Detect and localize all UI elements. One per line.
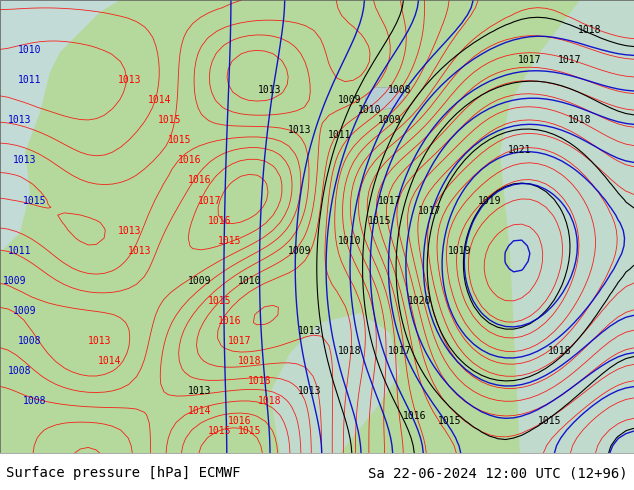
Text: 1010: 1010 bbox=[339, 236, 362, 245]
Text: 1017: 1017 bbox=[228, 336, 252, 346]
Text: 1018: 1018 bbox=[249, 376, 272, 386]
Text: 1008: 1008 bbox=[388, 85, 411, 95]
Text: 1013: 1013 bbox=[258, 85, 281, 95]
Text: 1009: 1009 bbox=[339, 95, 362, 105]
Text: 1015: 1015 bbox=[438, 416, 462, 426]
Text: 1019: 1019 bbox=[478, 196, 501, 205]
Text: 1011: 1011 bbox=[8, 245, 32, 256]
Text: 1008: 1008 bbox=[8, 366, 32, 376]
Text: 1017: 1017 bbox=[198, 196, 222, 205]
Text: 1018: 1018 bbox=[339, 346, 362, 356]
Text: 1018: 1018 bbox=[568, 115, 592, 125]
Text: 1015: 1015 bbox=[208, 296, 232, 306]
Text: 1011: 1011 bbox=[328, 130, 352, 140]
Text: 1010: 1010 bbox=[18, 45, 42, 55]
Text: 1013: 1013 bbox=[288, 125, 312, 135]
Text: 1015: 1015 bbox=[168, 135, 191, 146]
Text: 1016: 1016 bbox=[228, 416, 252, 426]
Text: 1015: 1015 bbox=[158, 115, 182, 125]
Text: 1014: 1014 bbox=[148, 95, 172, 105]
Text: 1013: 1013 bbox=[298, 386, 321, 396]
Text: 1013: 1013 bbox=[8, 115, 32, 125]
Text: 1009: 1009 bbox=[13, 306, 37, 316]
Polygon shape bbox=[500, 0, 634, 453]
Polygon shape bbox=[270, 313, 400, 453]
Text: 1013: 1013 bbox=[88, 336, 112, 346]
Text: 1010: 1010 bbox=[238, 276, 262, 286]
Text: 1021: 1021 bbox=[508, 146, 532, 155]
Text: 1017: 1017 bbox=[388, 346, 411, 356]
Text: 1015: 1015 bbox=[368, 216, 392, 225]
Text: 1013: 1013 bbox=[13, 155, 37, 166]
Text: 1013: 1013 bbox=[188, 386, 212, 396]
Text: 1008: 1008 bbox=[18, 336, 42, 346]
Text: 1018: 1018 bbox=[548, 346, 572, 356]
Polygon shape bbox=[365, 87, 405, 112]
Text: 1014: 1014 bbox=[188, 406, 212, 416]
Text: 1009: 1009 bbox=[188, 276, 212, 286]
Text: 1015: 1015 bbox=[218, 236, 242, 245]
Text: 1014: 1014 bbox=[98, 356, 122, 366]
Text: 1018: 1018 bbox=[238, 356, 262, 366]
Polygon shape bbox=[0, 0, 120, 253]
Text: 1013: 1013 bbox=[119, 225, 142, 236]
Text: 1013: 1013 bbox=[128, 245, 152, 256]
Text: 1015: 1015 bbox=[238, 426, 262, 436]
Text: 1015: 1015 bbox=[208, 426, 232, 436]
Text: 1017: 1017 bbox=[518, 55, 541, 65]
Text: 1018: 1018 bbox=[258, 396, 281, 406]
Text: 1009: 1009 bbox=[378, 115, 402, 125]
Text: 1015: 1015 bbox=[23, 196, 47, 205]
Text: 1016: 1016 bbox=[218, 316, 242, 326]
Text: 1017: 1017 bbox=[418, 206, 442, 216]
Text: 1008: 1008 bbox=[23, 396, 47, 406]
Text: 1010: 1010 bbox=[358, 105, 382, 115]
Text: 1016: 1016 bbox=[188, 175, 212, 186]
Text: 1015: 1015 bbox=[538, 416, 562, 426]
Text: 1020: 1020 bbox=[408, 296, 432, 306]
Text: 1016: 1016 bbox=[403, 411, 427, 421]
Text: Surface pressure [hPa] ECMWF: Surface pressure [hPa] ECMWF bbox=[6, 466, 241, 481]
Text: 1016: 1016 bbox=[178, 155, 202, 166]
Text: 1013: 1013 bbox=[298, 326, 321, 336]
Text: Sa 22-06-2024 12:00 UTC (12+96): Sa 22-06-2024 12:00 UTC (12+96) bbox=[368, 466, 628, 481]
Text: 1017: 1017 bbox=[378, 196, 402, 205]
Text: 1009: 1009 bbox=[3, 276, 27, 286]
Text: 1018: 1018 bbox=[578, 25, 602, 35]
Text: 1013: 1013 bbox=[119, 75, 142, 85]
Text: 1017: 1017 bbox=[559, 55, 582, 65]
Text: 1011: 1011 bbox=[18, 75, 42, 85]
Text: 1019: 1019 bbox=[448, 245, 472, 256]
Text: 1009: 1009 bbox=[288, 245, 312, 256]
Text: 1016: 1016 bbox=[208, 216, 232, 225]
